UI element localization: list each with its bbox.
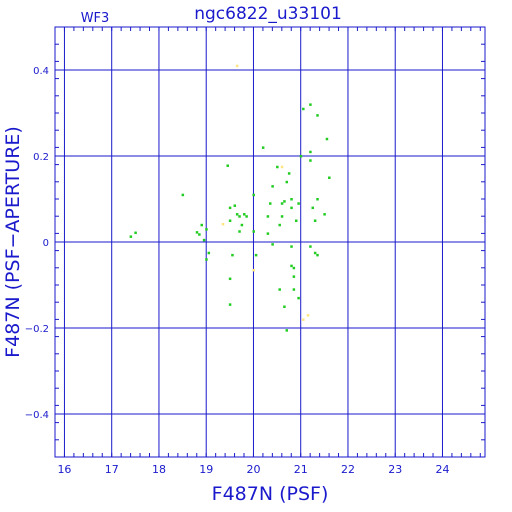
data-point (266, 215, 270, 218)
data-point (316, 198, 319, 201)
minor-ticks (54, 26, 485, 458)
data-point (252, 193, 255, 197)
data-point (271, 243, 274, 246)
x-tick-label: 21 (294, 463, 308, 476)
data-point (276, 165, 279, 169)
data-point (299, 155, 303, 158)
data-point (198, 233, 201, 236)
data-point (202, 238, 206, 242)
data-point (280, 202, 284, 205)
data-point (228, 277, 232, 281)
data-point (283, 305, 286, 308)
chart-title: ngc6822_u33101 (194, 4, 342, 24)
data-point (290, 198, 293, 201)
data-point (200, 223, 203, 227)
data-point (292, 266, 296, 270)
data-point (309, 245, 312, 248)
x-tick-label: 22 (341, 463, 355, 476)
data-point (269, 202, 272, 205)
data-point (238, 230, 241, 233)
data-point (309, 159, 312, 162)
data-point (252, 230, 255, 233)
data-point (309, 103, 312, 106)
x-tick-label: 24 (435, 463, 449, 476)
x-tick-label: 17 (105, 463, 119, 476)
x-tick-label: 23 (388, 463, 402, 476)
data-point (316, 114, 319, 117)
data-point (240, 223, 244, 227)
data-point (243, 213, 246, 216)
data-point (235, 213, 239, 216)
x-tick-labels: 16 17 18 19 20 21 22 23 24 (57, 463, 449, 476)
data-point (226, 164, 229, 167)
data-point (252, 268, 255, 272)
y-tick-labels: −0.4 −0.2 0 0.2 0.4 (25, 66, 49, 421)
x-axis-label: F487N (PSF) (212, 483, 329, 505)
data-point (278, 288, 281, 291)
data-point (205, 258, 208, 261)
y-tick-label: 0.2 (33, 152, 49, 163)
y-tick-label: −0.4 (25, 410, 49, 421)
data-point (228, 206, 232, 210)
data-point (280, 215, 284, 218)
data-point (285, 329, 289, 332)
chip-label: WF3 (81, 11, 110, 26)
grid-lines (55, 27, 485, 457)
data-point (285, 180, 289, 184)
data-point (290, 264, 293, 268)
data-point (207, 251, 211, 255)
y-tick-label: 0 (43, 238, 49, 249)
data-point (278, 223, 281, 227)
data-point (261, 146, 265, 149)
data-point (313, 219, 317, 222)
data-point (294, 219, 298, 222)
data-point (325, 137, 329, 141)
data-point (302, 107, 305, 111)
data-point (292, 275, 296, 278)
data-point (287, 172, 291, 175)
y-axis-label: F487N (PSF−APERTURE) (2, 126, 24, 358)
data-point (311, 206, 315, 210)
data-point (235, 64, 239, 68)
data-point (129, 235, 133, 238)
data-point (254, 253, 258, 257)
data-point (302, 318, 305, 321)
data-point (280, 165, 284, 169)
data-point (309, 150, 312, 154)
data-point (283, 200, 286, 203)
data-point (297, 296, 300, 300)
data-point (271, 185, 274, 188)
data-point (290, 245, 293, 248)
data-point (233, 204, 237, 207)
data-point (313, 251, 317, 255)
x-tick-label: 19 (199, 463, 213, 476)
data-point (205, 228, 208, 231)
data-point (228, 219, 232, 222)
data-point (221, 222, 225, 226)
x-tick-label: 16 (57, 463, 71, 476)
data-point (292, 288, 296, 291)
data-point (238, 215, 241, 218)
data-point (290, 206, 293, 210)
data-point (297, 202, 300, 205)
data-point (245, 215, 248, 218)
data-point (195, 231, 199, 234)
data-point (181, 193, 185, 197)
data-point (134, 231, 137, 235)
data-point (316, 253, 319, 257)
y-tick-label: 0.4 (33, 66, 49, 77)
x-tick-label: 20 (246, 463, 260, 476)
data-point (323, 213, 326, 216)
data-point (266, 232, 270, 235)
data-point (231, 253, 234, 257)
y-tick-label: −0.2 (25, 324, 49, 335)
data-point (228, 303, 232, 306)
data-point (328, 176, 331, 179)
data-points (129, 64, 331, 332)
data-point (306, 314, 310, 317)
x-tick-label: 18 (152, 463, 166, 476)
